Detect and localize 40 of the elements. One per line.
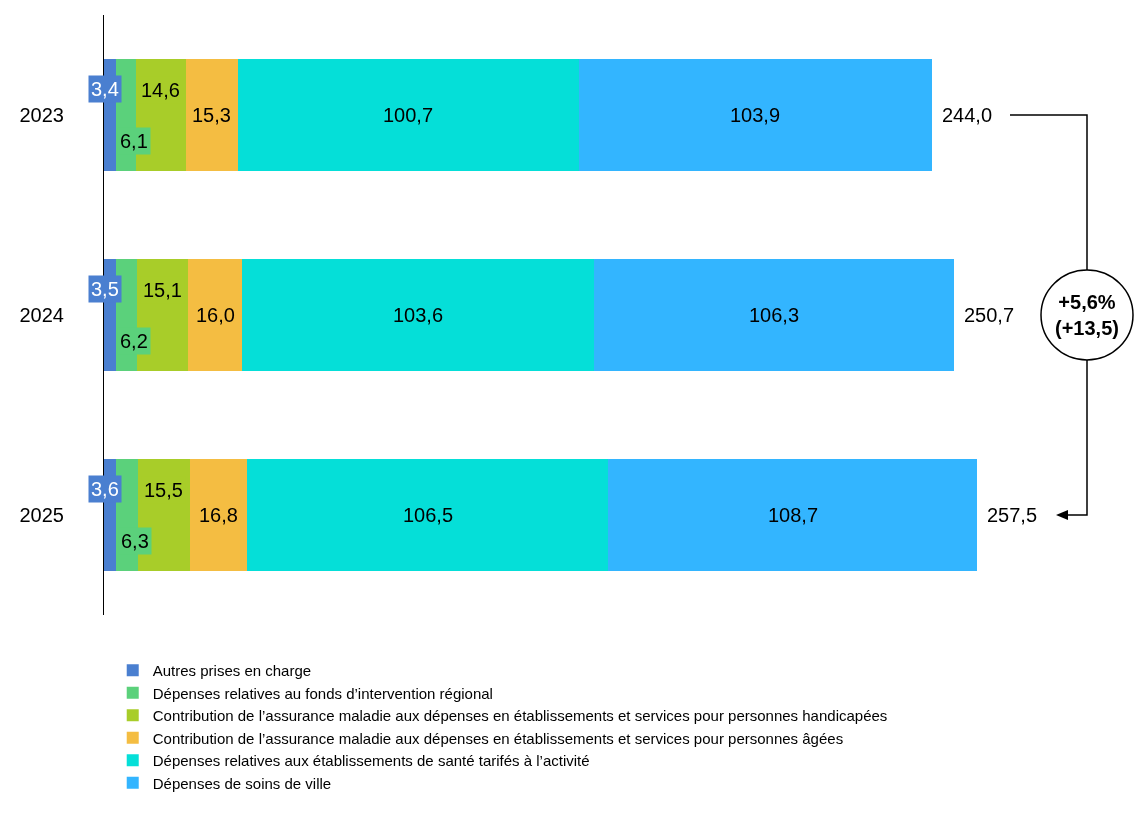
- legend-label: Dépenses relatives aux établissements de santé tarifés à l’activité: [152, 752, 590, 770]
- bar: [242, 259, 594, 371]
- data-label: 103,6: [393, 304, 444, 326]
- data-label: 3,5: [91, 278, 119, 300]
- data-label: 6,2: [120, 330, 148, 352]
- bar: [185, 59, 238, 171]
- total-label: 244,0: [942, 104, 993, 126]
- data-label: 15,3: [192, 104, 231, 126]
- text: +5,6% (+13,5): [1055, 291, 1119, 339]
- total-label: 250,7: [964, 304, 1015, 326]
- bar: [593, 259, 955, 371]
- data-label: 106,5: [403, 504, 454, 526]
- data-label: 15,1: [143, 279, 182, 301]
- legend-label: Contribution de l’assurance maladie aux dépenses en établissements et services pour personnes âgées: [152, 729, 844, 747]
- bar: [190, 459, 248, 571]
- data-label: 15,5: [144, 479, 183, 501]
- data-label: 100,7: [383, 104, 434, 126]
- data-label: 16,0: [196, 304, 235, 326]
- bar: [237, 59, 580, 171]
- data-label: 106,3: [749, 304, 800, 326]
- total-label: 257,5: [987, 504, 1038, 526]
- legend-label: Contribution de l’assurance maladie aux dépenses en établissements et services pour personnes handicapées: [152, 707, 888, 725]
- data-label: 6,3: [121, 530, 149, 552]
- bar: [247, 459, 609, 571]
- data-label: 3,6: [91, 478, 119, 500]
- data-label: 14,6: [141, 79, 180, 101]
- legend-label: Dépenses relatives au fonds d’intervention régional: [152, 684, 493, 702]
- bar: [579, 59, 932, 171]
- bar: [188, 259, 243, 371]
- data-label: 16,8: [199, 504, 238, 526]
- data-label: 3,4: [91, 78, 119, 100]
- legend-label: Dépenses de soins de ville: [152, 774, 332, 792]
- y-tick-label: 2024: [19, 304, 64, 326]
- data-label: 108,7: [768, 504, 819, 526]
- bar: [608, 459, 977, 571]
- data-label: 6,1: [120, 130, 148, 152]
- data-label: 103,9: [730, 104, 781, 126]
- y-tick-label: 2025: [19, 504, 64, 526]
- legend-label: Autres prises en charge: [152, 662, 312, 680]
- y-tick-label: 2023: [19, 104, 64, 126]
